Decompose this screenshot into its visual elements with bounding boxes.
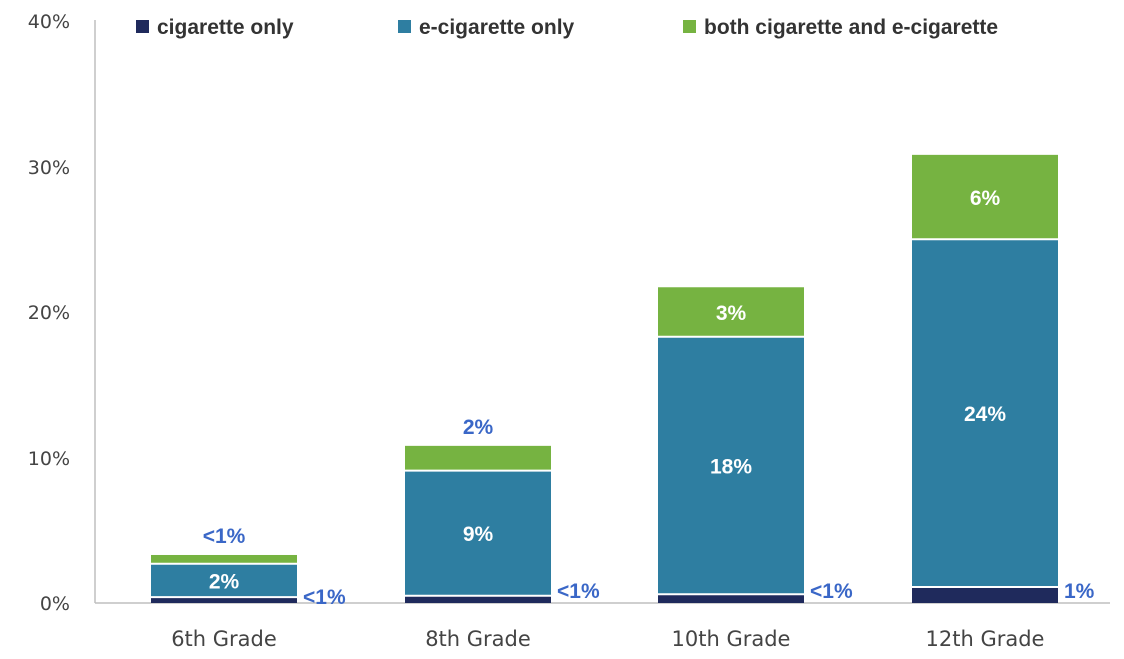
y-tick-label: 20% — [28, 302, 70, 324]
bar-segment-e-cigarette-only — [151, 563, 297, 598]
legend-label: cigarette only — [157, 16, 294, 39]
legend: cigarette only e-cigarette only both cig… — [136, 16, 998, 39]
y-tick-label: 30% — [28, 157, 70, 179]
data-label-cigarette-only: <1% — [303, 586, 346, 609]
x-category-label: 12th Grade — [926, 627, 1045, 651]
bar-segment-cigarette-only — [405, 595, 551, 603]
x-category-label: 6th Grade — [171, 627, 277, 651]
legend-item-cigarette-only[interactable]: cigarette only — [136, 16, 294, 39]
bar-segment-both-cigarette-and-e-cigarette — [912, 154, 1058, 240]
data-label-both-cigarette-and-e-cigarette: 2% — [463, 416, 494, 439]
bar-segment-cigarette-only — [912, 586, 1058, 603]
legend-item-both[interactable]: both cigarette and e-cigarette — [683, 16, 998, 39]
legend-label: both cigarette and e-cigarette — [704, 16, 998, 39]
data-label-both-cigarette-and-e-cigarette: 3% — [716, 302, 747, 325]
y-tick-label: 10% — [28, 448, 70, 470]
y-tick-label: 0% — [40, 593, 70, 615]
legend-swatch — [683, 20, 696, 33]
bar-segment-cigarette-only — [658, 594, 804, 603]
bar-segment-both-cigarette-and-e-cigarette — [405, 445, 551, 471]
data-label-e-cigarette-only: 18% — [710, 456, 752, 479]
bar-segment-e-cigarette-only — [658, 336, 804, 595]
data-label-both-cigarette-and-e-cigarette: 6% — [970, 187, 1001, 210]
bar-segment-e-cigarette-only — [405, 470, 551, 596]
y-tick-label: 40% — [28, 11, 70, 33]
legend-swatch — [398, 20, 411, 33]
category-labels: 6th Grade 8th Grade 10th Grade 12th Grade — [171, 627, 1044, 651]
data-label-cigarette-only: <1% — [810, 580, 853, 603]
bars-layer — [151, 154, 1058, 603]
data-label-cigarette-only: <1% — [557, 580, 600, 603]
legend-swatch — [136, 20, 149, 33]
data-label-e-cigarette-only: 9% — [463, 523, 494, 546]
data-label-e-cigarette-only: 2% — [209, 570, 240, 593]
legend-label: e-cigarette only — [419, 16, 575, 39]
bar-segment-both-cigarette-and-e-cigarette — [151, 554, 297, 564]
data-label-cigarette-only: 1% — [1064, 580, 1095, 603]
x-category-label: 8th Grade — [425, 627, 531, 651]
data-label-e-cigarette-only: 24% — [964, 403, 1006, 426]
bar-segment-cigarette-only — [151, 597, 297, 603]
legend-item-e-cigarette-only[interactable]: e-cigarette only — [398, 16, 575, 39]
labels-layer: <1% 2% <1% <1% 9% 2% <1% 18% 3% 1% 24% 6% — [203, 187, 1095, 609]
x-category-label: 10th Grade — [672, 627, 791, 651]
bar-segment-e-cigarette-only — [912, 239, 1058, 587]
data-label-both-cigarette-and-e-cigarette: <1% — [203, 525, 246, 548]
bar-segment-both-cigarette-and-e-cigarette — [658, 287, 804, 337]
